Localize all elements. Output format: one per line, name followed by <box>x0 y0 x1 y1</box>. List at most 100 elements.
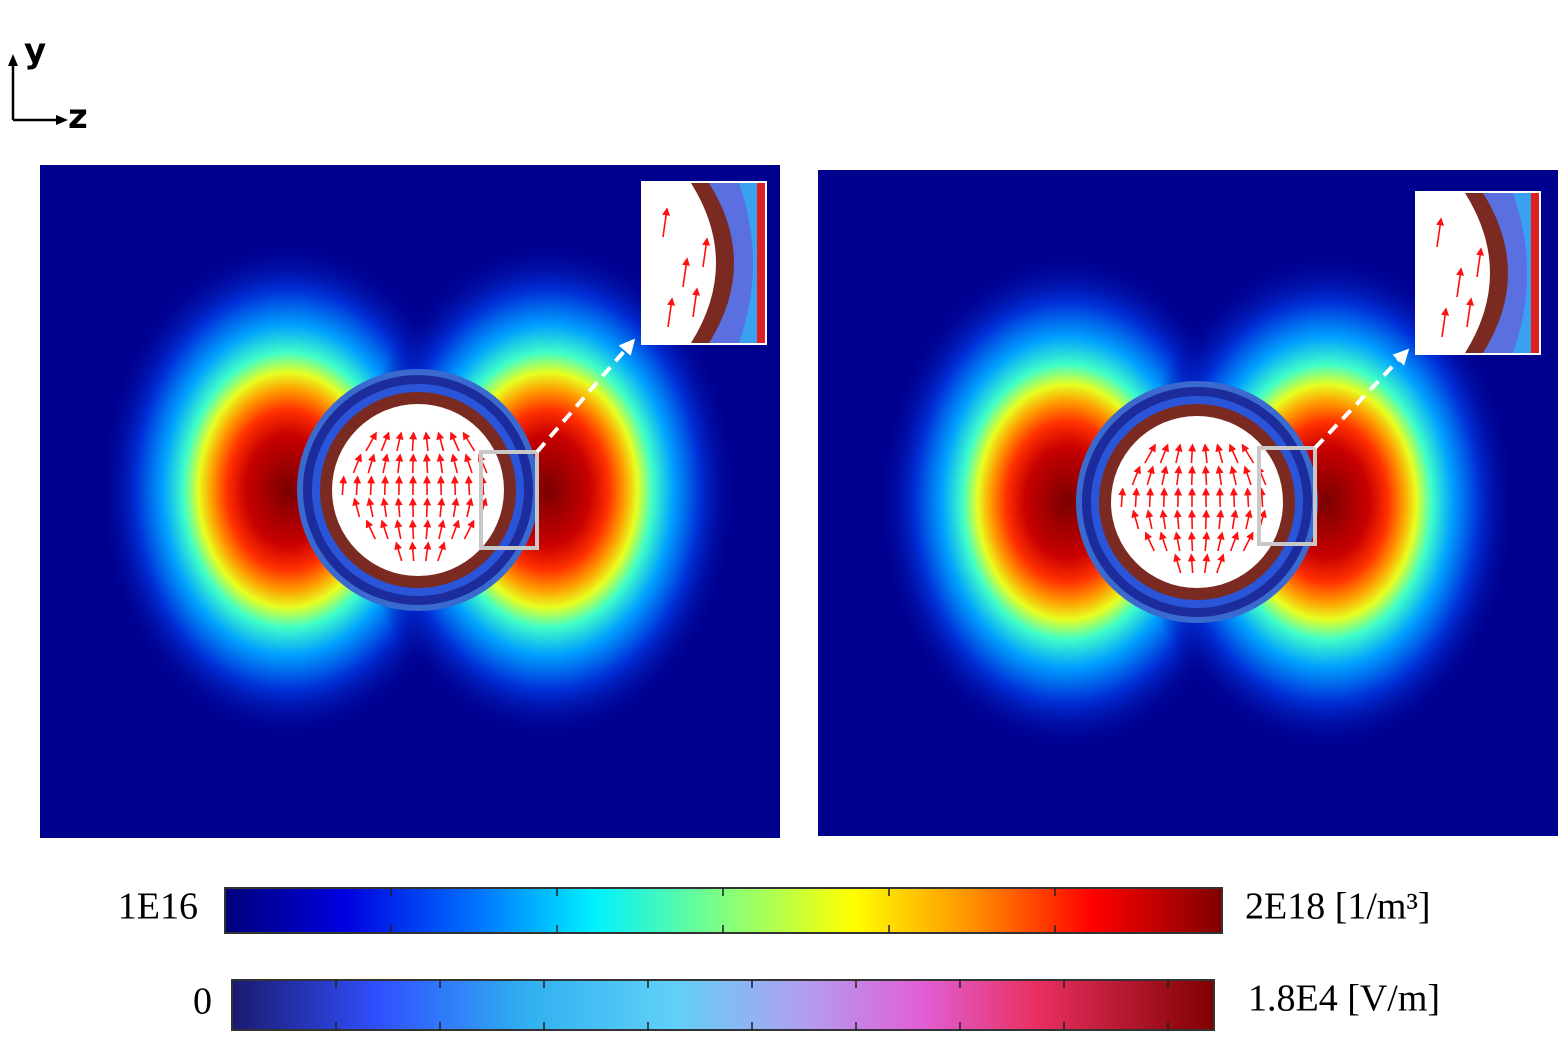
inset <box>1415 191 1541 355</box>
field-arrow <box>437 519 446 540</box>
field-arrow <box>423 519 432 540</box>
field-arrow <box>367 475 376 496</box>
field-arrow <box>366 497 375 518</box>
field-panel <box>818 170 1558 836</box>
field-arrow <box>1216 553 1225 574</box>
field-arrow <box>692 287 701 318</box>
field-arrow <box>380 431 390 452</box>
zoom-arrow <box>1313 348 1410 450</box>
field-arrow <box>367 453 376 474</box>
field-arrow <box>1229 531 1239 552</box>
field-arrow <box>408 519 417 540</box>
colorbar-max: 1.8E4 [V/m] <box>1248 978 1440 1020</box>
field-arrow <box>450 519 460 540</box>
lobe <box>358 240 738 740</box>
panels <box>40 165 1558 838</box>
field-arrow <box>450 475 459 496</box>
field-arrow <box>422 431 431 452</box>
field-arrow <box>1131 509 1140 530</box>
field-arrow <box>1202 553 1211 574</box>
field-arrow <box>352 453 362 474</box>
zoom-box <box>1257 446 1317 546</box>
field-arrow <box>1436 217 1445 248</box>
colorbar-min: 0 <box>193 981 212 1023</box>
colorbar: 1E16 2E18 [1/m³] <box>118 886 1431 934</box>
field-arrow <box>394 541 403 562</box>
field-arrow <box>380 497 389 518</box>
zoom-box <box>479 450 539 550</box>
field-arrow <box>352 497 361 518</box>
field-arrow <box>1215 465 1224 486</box>
field-arrow <box>464 453 473 474</box>
lobe <box>98 240 478 740</box>
inset-ring <box>1465 193 1508 353</box>
axis-label: z <box>68 97 88 137</box>
field-arrow <box>380 519 389 540</box>
field-arrow <box>1174 465 1183 486</box>
field-arrow <box>1173 531 1182 552</box>
field-arrow <box>463 519 475 540</box>
field-arrow <box>436 453 445 474</box>
inset-shell <box>1477 193 1527 353</box>
field-arrow <box>1145 509 1154 530</box>
core <box>332 404 504 576</box>
field-arrow <box>464 475 473 496</box>
field-arrow <box>1144 531 1155 552</box>
field-arrow <box>408 541 417 562</box>
field-arrow <box>422 453 431 474</box>
field-arrow <box>1159 443 1169 464</box>
field-arrow <box>1118 487 1127 508</box>
field-arrow <box>1216 509 1225 530</box>
field-arrow <box>1146 465 1155 486</box>
field-arrow <box>1216 531 1225 552</box>
axis-label: y <box>24 31 46 71</box>
field-arrow <box>1187 553 1196 574</box>
field-arrow <box>394 497 403 518</box>
lobe <box>877 252 1257 752</box>
field-arrow <box>662 207 671 238</box>
inset-shell <box>703 183 753 343</box>
inset-ring <box>691 183 734 343</box>
zoom-arrow <box>535 338 636 454</box>
inset <box>641 181 767 345</box>
lobe <box>1137 252 1517 752</box>
field-arrow <box>451 497 460 518</box>
field-arrow <box>1131 465 1141 486</box>
field-arrow <box>1242 531 1254 552</box>
field-arrow <box>1456 267 1465 298</box>
field-arrow <box>1173 509 1182 530</box>
field-arrow <box>702 237 711 268</box>
field-arrow <box>1160 465 1169 486</box>
field-arrow <box>1441 307 1450 338</box>
field-arrow <box>1201 465 1210 486</box>
field-arrow <box>423 497 432 518</box>
field-arrow <box>1132 487 1141 508</box>
field-arrow <box>365 431 377 452</box>
field-arrow <box>339 475 348 496</box>
field-arrow <box>1202 509 1211 530</box>
field-arrow <box>394 519 403 540</box>
field-arrow <box>1215 443 1224 464</box>
field-arrow <box>1244 509 1253 530</box>
field-arrow <box>409 453 418 474</box>
field-arrow <box>353 475 362 496</box>
field-arrow <box>1229 487 1238 508</box>
field-arrow <box>395 431 404 452</box>
field-arrow <box>465 497 474 518</box>
field-arrow <box>1241 443 1255 464</box>
field-arrow <box>1257 487 1266 508</box>
field-arrow <box>449 431 460 452</box>
field-arrow <box>667 297 676 328</box>
field-arrow <box>1243 465 1252 486</box>
field-arrow <box>365 519 376 540</box>
field-arrow <box>1201 443 1210 464</box>
field-arrow <box>381 453 390 474</box>
field-arrow <box>1229 465 1238 486</box>
field-arrow <box>1146 487 1155 508</box>
colorbar: 0 1.8E4 [V/m] <box>193 978 1440 1031</box>
axes-indicator: y z <box>8 31 88 137</box>
field-arrow <box>1228 443 1239 464</box>
field-arrow <box>1174 443 1183 464</box>
field-arrow <box>1230 509 1239 530</box>
